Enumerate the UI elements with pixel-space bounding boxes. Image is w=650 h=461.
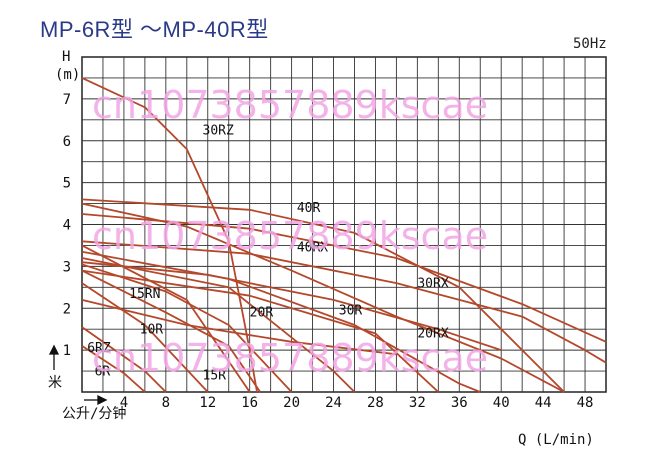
pump-curve-6r: [81, 345, 146, 393]
y-axis-label-h: H: [62, 49, 70, 65]
curve-label: 30RX: [417, 276, 448, 291]
grid-lines: [82, 57, 606, 392]
pump-curve: [81, 261, 502, 351]
y-tick-label: 5: [63, 176, 71, 192]
curve-label: 15R: [203, 368, 227, 383]
pump-curve-15r: [81, 269, 261, 393]
curve-label: 20RX: [417, 327, 448, 342]
x-tick-label: 24: [325, 395, 342, 411]
curve-label: 6R: [95, 364, 111, 379]
pump-curve-10r: [81, 282, 209, 393]
pump-curve: [81, 299, 397, 356]
axis-labels: H (m) 米 公升/分钟 Q (L/min): [48, 49, 594, 448]
x-tick-label: 36: [451, 395, 468, 411]
x-tick-label: 40: [493, 395, 510, 411]
x-tick-label: 12: [199, 395, 216, 411]
pump-curve-15rn: [81, 244, 251, 393]
watermark-layer: cn1073857889kscae cn1073857889kscae cn10…: [92, 83, 488, 380]
y-tick-label: 1: [63, 343, 71, 359]
x-tick-label: 4: [120, 395, 128, 411]
pump-curve-6rz: [81, 326, 167, 393]
y-axis-label-side: 米: [48, 375, 62, 391]
pump-curves: [81, 77, 607, 393]
x-tick-label: 48: [577, 395, 594, 411]
x-arrow-head: [97, 394, 108, 406]
pump-curve-40rx: [81, 213, 607, 343]
curve-label: 10R: [140, 322, 164, 337]
pump-curve-30rz: [81, 77, 258, 393]
frequency-label: 50Hz: [573, 36, 607, 52]
chart-title: MP-6R型 ～MP-40R型: [40, 17, 269, 42]
y-arrow-head: [48, 344, 60, 355]
x-tick-label: 28: [367, 395, 384, 411]
y-tick-label: 2: [63, 301, 71, 317]
curve-labels: 6RZ 6R 10R 15RN 15R 20R 20RX 30R 30RX 30RZ 40R 40RX: [87, 123, 449, 383]
y-tick-label: 3: [63, 259, 71, 275]
curve-label: 20R: [250, 306, 274, 321]
x-axis-label-bottom: Q (L/min): [518, 432, 594, 448]
watermark-text: cn1073857889kscae: [92, 214, 488, 258]
x-tick-label: 44: [535, 395, 552, 411]
x-axis-label-side: 公升/分钟: [62, 405, 126, 422]
pump-curve: [81, 263, 293, 393]
curve-label: 6RZ: [87, 341, 111, 356]
pump-curve-30r: [81, 269, 439, 393]
pump-curve-40r: [81, 198, 565, 393]
x-tick-label: 16: [241, 395, 258, 411]
x-tick-label: 8: [162, 395, 170, 411]
curve-label: 40RX: [297, 241, 328, 256]
axis-arrows: [48, 344, 108, 406]
y-tick-label: 6: [63, 134, 71, 150]
curve-label: 30RZ: [203, 123, 234, 138]
x-tick-label: 32: [409, 395, 426, 411]
pump-curve-20rx: [81, 250, 481, 393]
pump-curve-30rx: [81, 240, 607, 364]
pump-curve-20r: [81, 257, 356, 393]
pump-curve: [81, 202, 565, 393]
curve-label: 40R: [297, 201, 321, 216]
curve-label: 30R: [339, 304, 363, 319]
x-tick-label: 20: [283, 395, 300, 411]
y-tick-label: 4: [63, 218, 71, 234]
y-tick-label: 7: [63, 92, 71, 108]
watermark-text: cn1073857889kscae: [92, 83, 488, 127]
watermark-text: cn1073857889kscae: [92, 336, 488, 380]
y-axis-label-unit: (m): [55, 67, 80, 83]
curve-label: 15RN: [129, 287, 160, 302]
